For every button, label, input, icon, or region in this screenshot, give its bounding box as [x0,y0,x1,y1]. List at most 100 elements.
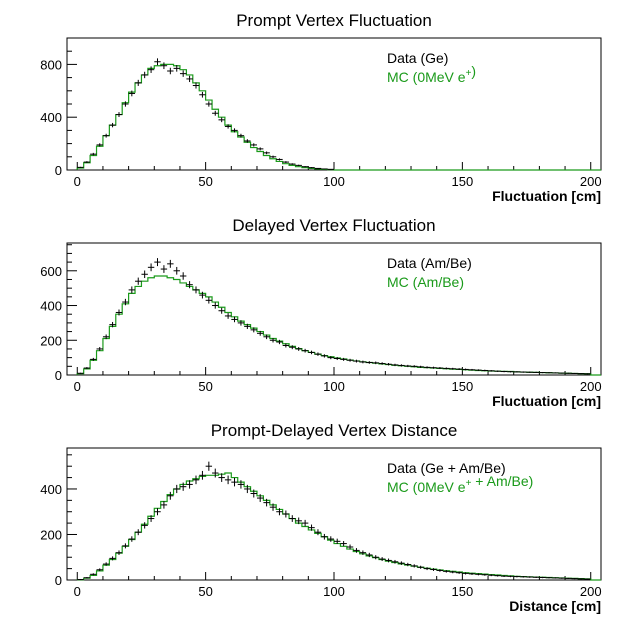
data-point [96,347,103,351]
data-point [205,101,213,107]
data-point [237,133,245,138]
x-tick-label: 100 [323,174,345,189]
data-point [122,101,129,107]
data-point [90,357,97,361]
data-point [565,577,572,579]
data-point [231,477,238,487]
data-point [391,363,399,367]
y-tick-label: 200 [40,527,62,542]
x-tick-label: 150 [452,584,474,599]
data-point [128,90,136,97]
mc-legend-0mev-ambe: MC (0MeV e+ + Am/Be) [387,473,533,495]
data-point [539,576,546,579]
data-point [77,579,84,581]
plot-frame [66,37,602,171]
data-point [301,519,309,527]
data-point [109,122,116,128]
data-point [115,550,123,555]
data-point [475,573,482,576]
data-point [244,139,251,143]
data-point [443,367,450,370]
data-point [282,161,290,164]
data-point [526,371,533,373]
x-axis-label: Fluctuation [cm] [492,393,601,409]
data-point [186,75,193,83]
data-point [359,550,367,555]
data-point [321,168,328,170]
data-point [173,266,180,275]
data-point [577,578,585,580]
data-point [135,277,142,285]
data-point [398,561,405,565]
data-point [552,372,559,374]
data-point [135,529,142,536]
data-legend-ge: Data (Ge) [387,50,448,66]
y-tick-label: 800 [40,57,62,72]
data-point [179,70,187,77]
data-point [218,307,225,314]
data-point [462,572,469,575]
data-point [417,365,424,368]
data-point [167,491,174,500]
data-point [436,569,444,572]
data-point [500,575,508,577]
data-point [160,265,168,273]
data-point [327,168,334,170]
data-point [109,556,116,561]
data-point [443,570,450,573]
data-point [224,313,232,319]
data-point [218,117,225,123]
data-point [141,522,148,529]
data-point [83,367,91,370]
x-tick-label: 50 [198,584,212,599]
histogram-panel-1: Prompt Vertex Fluctuation 0 50 100 150 200 0 40… [40,11,601,204]
x-tick-label: 200 [580,174,602,189]
data-point [244,484,251,494]
x-tick-label: 50 [198,379,212,394]
data-point [571,372,578,374]
data-point [167,67,174,75]
data-point [77,372,84,374]
data-point [507,371,514,373]
data-point [269,338,277,343]
data-point [199,470,206,480]
data-point [250,327,257,333]
data-point [314,167,322,169]
data-point [231,316,238,323]
data-point [340,540,347,547]
data-point [224,124,232,129]
data-point [109,321,116,328]
data-point [353,359,360,363]
data-point [404,562,412,567]
data-point [500,370,508,373]
data-point [385,558,392,563]
data-point [327,536,334,542]
data-point [102,334,110,340]
data-point [276,339,283,345]
data-point [308,524,315,531]
x-tick-label: 0 [74,584,81,599]
histogram-panel-2: Delayed Vertex Fluctuation 0 50 100 150 200 0 2… [40,216,601,409]
data-point [128,536,136,542]
data-point [231,128,238,133]
data-point [244,323,251,329]
data-point [102,562,110,566]
data-point [179,482,187,491]
data-point [430,366,437,369]
data-point [186,281,193,289]
plot-frame [66,242,602,376]
data-point [366,361,373,364]
data-point [372,555,379,560]
data-point [327,356,334,360]
data-point [532,371,540,374]
data-point [212,468,219,478]
data-point [167,259,174,268]
data-point [507,575,514,578]
data-point [147,263,155,272]
data-point [468,572,476,575]
data-point [295,164,302,167]
data-point [289,345,296,350]
data-point [218,473,225,482]
data-point [577,373,585,375]
data-point [545,372,553,374]
